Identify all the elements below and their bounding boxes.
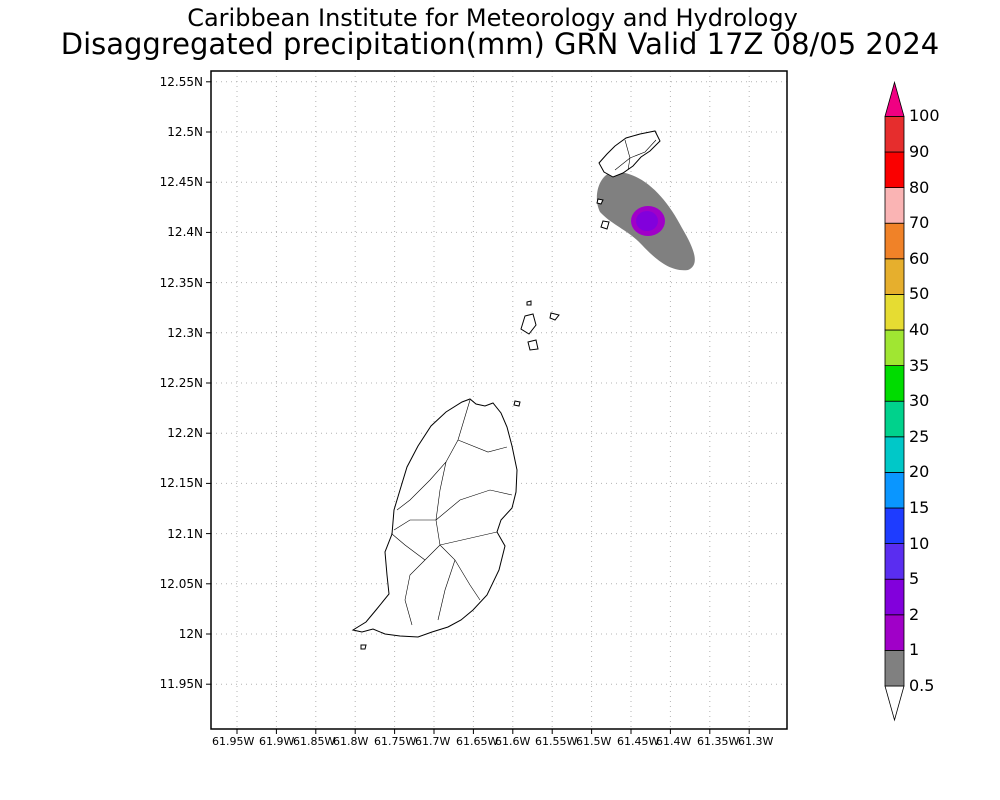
- latitude-label: 12.45N: [159, 175, 203, 190]
- longitude-label: 61.35W: [697, 735, 740, 748]
- legend-level-label: 30: [909, 391, 930, 411]
- latitude-label: 12.5N: [167, 125, 203, 139]
- longitude-label: 61.3W: [738, 735, 774, 748]
- latitude-label: 12.3N: [167, 325, 203, 340]
- latitude-label: 12.25N: [159, 376, 203, 390]
- legend-level-label: 60: [909, 248, 930, 268]
- islet-3: [549, 312, 560, 321]
- islet-2: [527, 339, 539, 351]
- grenada-island: [351, 398, 518, 638]
- longitude-label: 61.6W: [495, 735, 531, 748]
- legend-swatch: [884, 187, 905, 224]
- legend-over-triangle: [884, 80, 905, 117]
- coastlines: [351, 130, 661, 650]
- longitude-label: 61.65W: [456, 735, 499, 748]
- color-legend: [884, 80, 905, 722]
- latitude-label: 12.2N: [167, 426, 203, 441]
- grenada-inner-boundaries: [391, 399, 513, 626]
- legend-swatch: [884, 507, 905, 544]
- longitude-label: 61.75W: [374, 735, 417, 748]
- latitude-label: 12N: [178, 627, 203, 641]
- longitude-label: 61.5W: [576, 735, 612, 748]
- latitude-label: 12.05N: [159, 576, 203, 591]
- longitude-label: 61.8W: [333, 735, 369, 748]
- legend-level-label: 80: [909, 177, 930, 197]
- legend-swatch: [884, 116, 905, 153]
- carriacou-island: [598, 130, 661, 178]
- chart-title-line2: Disaggregated precipitation(mm) GRN Vali…: [60, 27, 940, 61]
- petite-martinique-island: [600, 220, 610, 230]
- legend-swatch: [884, 365, 905, 402]
- parish-boundaries: [391, 139, 657, 626]
- legend-swatch: [884, 151, 905, 188]
- latitude-label: 12.1N: [167, 526, 203, 541]
- legend-level-label: 20: [909, 462, 930, 482]
- latitude-label: 12.15N: [159, 476, 203, 491]
- latitude-label: 11.95N: [159, 677, 203, 692]
- islet-4: [526, 300, 532, 306]
- legend-level-label: 2: [909, 604, 920, 624]
- legend-level-label: 25: [909, 426, 930, 446]
- legend-level-label: 0.5: [909, 676, 935, 695]
- chart-title-line1: Caribbean Institute for Meteorology and …: [187, 4, 798, 32]
- legend-level-label: 35: [909, 355, 930, 375]
- legend-level-label: 15: [909, 498, 930, 517]
- legend-level-label: 90: [909, 142, 930, 161]
- latitude-label: 12.35N: [159, 275, 203, 290]
- longitude-label: 61.85W: [293, 735, 336, 748]
- longitude-label: 61.55W: [535, 735, 578, 748]
- legend-swatch: [884, 614, 905, 651]
- legend-level-label: 5: [909, 569, 920, 589]
- precipitation-field: [596, 171, 695, 271]
- legend-swatch: [884, 471, 905, 509]
- islet-7: [360, 644, 367, 650]
- legend-level-label: 50: [909, 284, 930, 304]
- latitude-label: 12.55N: [159, 74, 203, 89]
- graticule: [206, 71, 787, 734]
- longitude-label: 61.7W: [415, 735, 451, 748]
- legend-level-label: 1: [909, 640, 920, 660]
- legend-swatch: [884, 293, 905, 331]
- legend-level-label: 40: [909, 320, 930, 339]
- carriacou-inner-boundaries: [614, 139, 657, 171]
- longitude-label: 61.9W: [259, 735, 295, 748]
- precip-area-core: [636, 211, 658, 231]
- map-frame: [210, 70, 788, 730]
- legend-swatch: [884, 329, 905, 366]
- legend-swatch: [884, 543, 905, 580]
- islet-5: [513, 400, 521, 407]
- islet-6: [596, 198, 604, 205]
- legend-swatch: [884, 258, 905, 295]
- latitude-label: 12.4N: [167, 225, 203, 240]
- longitude-label: 61.4W: [656, 735, 692, 748]
- legend-swatch: [884, 400, 905, 438]
- legend-swatch: [884, 222, 905, 260]
- legend-swatch: [884, 436, 905, 473]
- legend-level-label: 100: [909, 106, 940, 126]
- legend-swatch: [884, 578, 905, 616]
- legend-swatch: [884, 650, 905, 687]
- legend-under-triangle: [884, 685, 905, 722]
- longitude-label: 61.95W: [212, 735, 255, 748]
- legend-level-label: 70: [909, 213, 930, 233]
- legend-level-label: 10: [909, 533, 930, 553]
- islet-1: [520, 313, 537, 335]
- longitude-label: 61.45W: [617, 735, 660, 748]
